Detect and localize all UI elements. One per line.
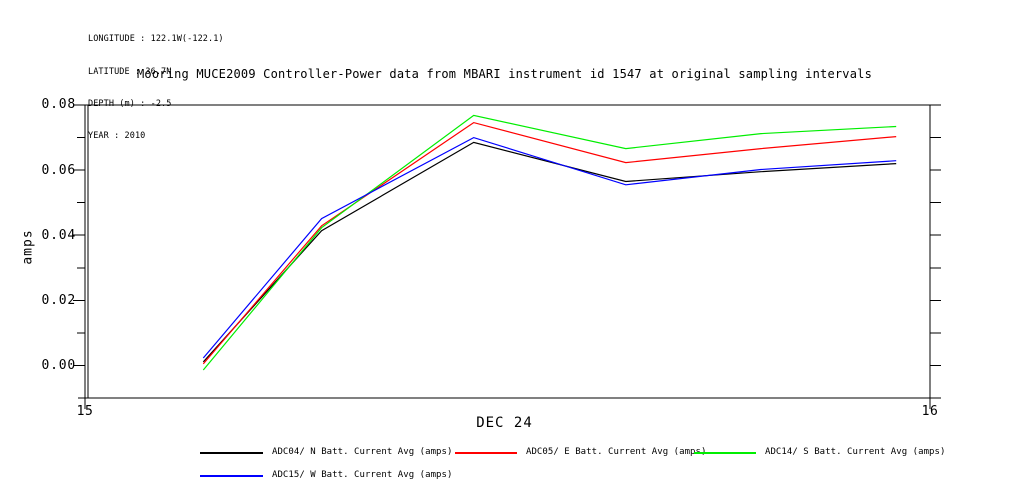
y-tick-label-0.06: 0.06 [41,163,76,178]
metadata-year: YEAR : 2010 [88,130,146,141]
series-line-1 [202,121,897,365]
legend-swatch-adc04-n [200,452,263,454]
y-tick-label-0.08: 0.08 [41,97,76,112]
series-line-2 [202,114,897,371]
y-tick-label-0.00: 0.00 [41,358,76,373]
legend-swatch-adc05-e [455,452,517,454]
legend-label-adc15-w: ADC15/ W Batt. Current Avg (amps) [272,470,453,480]
metadata-depth: DEPTH (m) : -2.5 [88,98,172,109]
y-tick-label-0.04: 0.04 [41,228,76,243]
legend-label-adc14-s: ADC14/ S Batt. Current Avg (amps) [765,447,946,457]
x-axis-title: DEC 24 [476,415,533,431]
series-line-0 [202,141,897,363]
series-line-3 [202,136,897,359]
x-tick-label-16: 16 [921,404,939,419]
legend-swatch-adc15-w [200,475,263,477]
legend-swatch-adc14-s [694,452,756,454]
x-tick-label-15: 15 [76,404,94,419]
metadata-block: LONGITUDE : 122.1W(-122.1) LATITUDE : 36… [88,13,224,163]
legend-label-adc05-e: ADC05/ E Batt. Current Avg (amps) [526,447,707,457]
y-axis-title: amps [20,229,36,265]
y-tick-label-0.02: 0.02 [41,293,76,308]
legend-label-adc04-n: ADC04/ N Batt. Current Avg (amps) [272,447,453,457]
metadata-latitude: LATITUDE : 36.7N [88,66,172,77]
metadata-longitude: LONGITUDE : 122.1W(-122.1) [88,34,224,45]
chart-title: Mooring MUCE2009 Controller-Power data f… [136,67,873,81]
